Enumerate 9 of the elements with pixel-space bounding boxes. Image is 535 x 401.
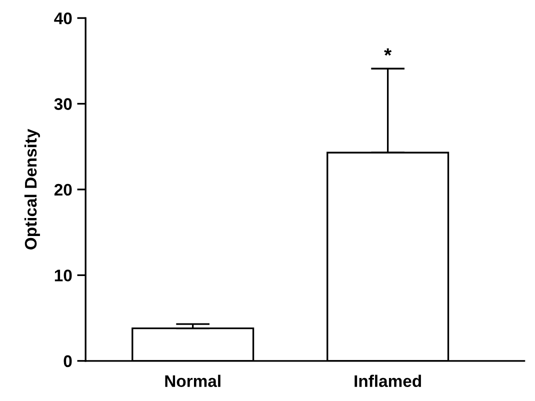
y-tick-label: 40 (54, 12, 72, 24)
x-tick-label: Normal (165, 374, 220, 388)
x-tick-label: Inflamed (354, 374, 421, 388)
y-tick-label: 20 (54, 184, 72, 196)
y-axis-title: Optical Density (24, 128, 40, 250)
y-tick-label: 30 (54, 98, 72, 110)
y-tick-label: 0 (64, 355, 72, 368)
annotation: * (384, 48, 392, 56)
y-tick-label: 10 (54, 270, 72, 282)
